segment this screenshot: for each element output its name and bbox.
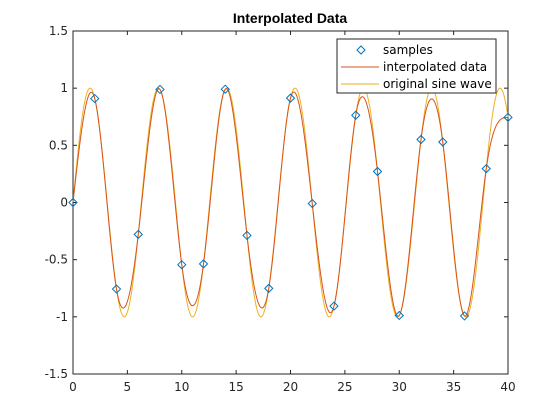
sample-point [220, 84, 230, 94]
legend-entry-interpolated: interpolated data [341, 60, 487, 74]
legend-label-original: original sine wave [383, 77, 492, 91]
x-tick-label: 30 [392, 380, 407, 394]
sample-point [372, 166, 383, 177]
sample-point [329, 301, 339, 311]
sample-point [503, 112, 513, 123]
sample-point [394, 310, 404, 321]
chart-title: Interpolated Data [233, 10, 348, 26]
x-tick-label: 0 [69, 380, 77, 394]
interpolated-line [72, 88, 509, 317]
sample-point [285, 93, 296, 103]
y-tick-label: -1.5 [45, 367, 68, 381]
axis-ticks: 0 5 10 15 20 25 30 35 40 -1.5 -1 -0.5 0 0.5 1 1.5 [45, 24, 516, 394]
x-tick-label: 40 [500, 380, 515, 394]
sample-point [459, 311, 470, 321]
x-tick-label: 35 [446, 380, 461, 394]
sample-point [416, 134, 426, 145]
legend-marker-samples [356, 45, 366, 55]
sample-point [177, 259, 187, 270]
sample-point [351, 110, 361, 120]
y-tick-label: -0.5 [45, 253, 68, 267]
x-tick-label: 20 [283, 380, 298, 394]
y-tick-label: 1 [60, 81, 68, 95]
y-tick-label: 1.5 [49, 24, 68, 38]
legend-entry-samples: samples [356, 43, 433, 57]
sample-point [198, 259, 209, 269]
x-tick-label: 10 [174, 380, 189, 394]
sample-point [133, 229, 143, 240]
sample-point [307, 198, 317, 209]
sample-point [481, 163, 491, 174]
sample-point [242, 230, 252, 241]
legend-label-samples: samples [383, 43, 433, 57]
interpolated-series [72, 88, 509, 317]
sample-point [155, 84, 165, 95]
y-tick-label: 0.5 [49, 138, 68, 152]
legend-label-interpolated: interpolated data [383, 60, 487, 74]
x-tick-label: 15 [228, 380, 243, 394]
sample-point [264, 283, 274, 294]
samples-series [68, 84, 513, 321]
sample-point [438, 137, 448, 147]
y-tick-label: -1 [56, 310, 68, 324]
legend-entry-original: original sine wave [341, 77, 492, 91]
x-tick-label: 25 [337, 380, 352, 394]
y-tick-label: 0 [60, 196, 68, 210]
sample-point [68, 197, 78, 208]
x-tick-label: 5 [124, 380, 132, 394]
legend: samples interpolated data original sine … [336, 38, 497, 94]
sample-point [90, 93, 100, 104]
sample-point [111, 284, 122, 294]
